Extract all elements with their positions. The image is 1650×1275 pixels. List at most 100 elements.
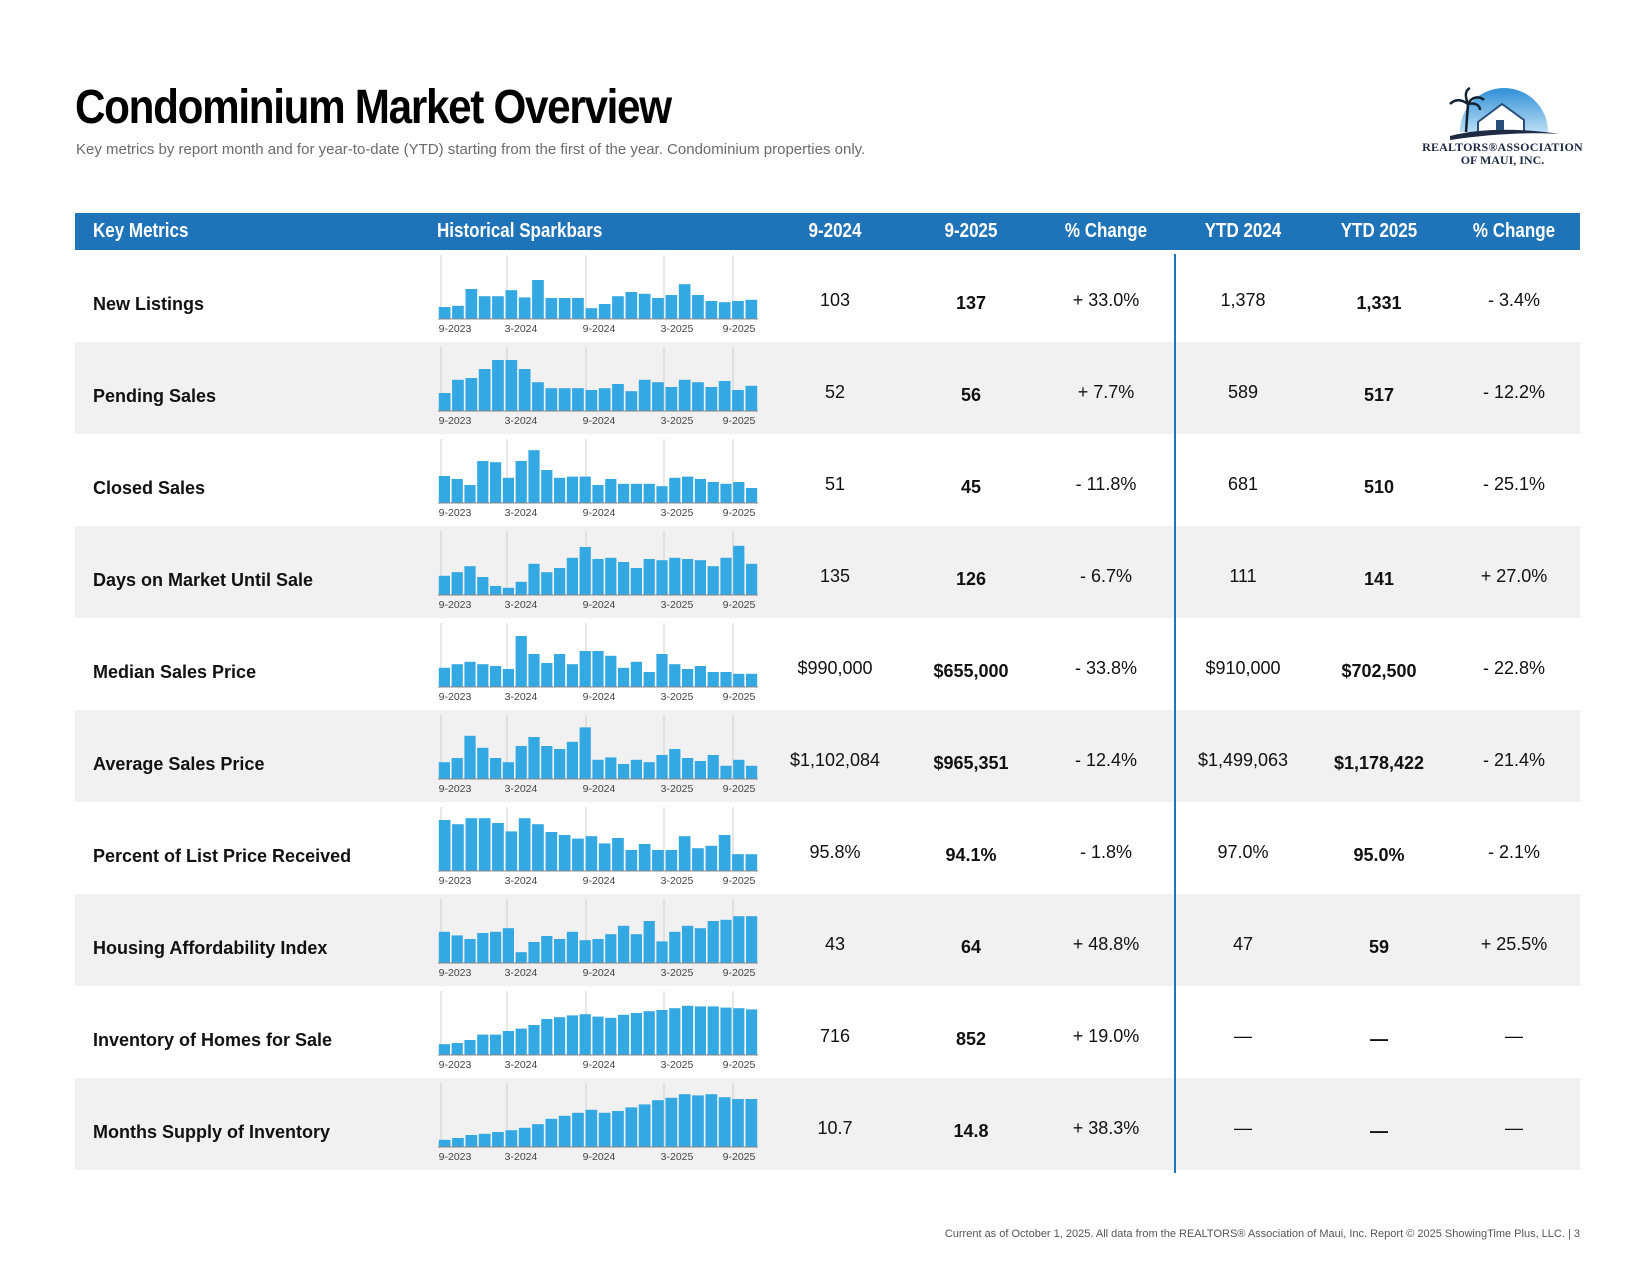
sparkbar (515, 581, 527, 595)
metric-label: Closed Sales (93, 478, 206, 498)
key-metrics-table: Key Metrics Historical Sparkbars 9-2024 … (75, 213, 1580, 1170)
sparkbar (705, 1094, 718, 1147)
sparkbar (554, 654, 566, 687)
sparkbar-svg: 9-2023 3-2024 9-2024 3-2025 9-2025 (438, 347, 758, 427)
value-month-2024: 52 (824, 382, 846, 402)
sparkbar (665, 1097, 678, 1147)
value-ytd-2025: 59 (1368, 937, 1390, 957)
sparkbar (490, 931, 502, 963)
sparkbar (652, 382, 664, 411)
sparkbar (438, 1139, 451, 1147)
sparkbar (694, 560, 706, 595)
sparkbar (566, 476, 578, 503)
table-row: Housing Affordability Index 9-2023 3-2024 9… (75, 894, 1580, 986)
sparkbar (707, 1006, 719, 1055)
page-title: Condominium Market Overview (75, 81, 672, 134)
sparkbar (733, 759, 745, 779)
sparkbar (612, 1111, 624, 1147)
sparkbar (477, 461, 489, 503)
sparkbar (492, 360, 504, 411)
sparkbar-tick-label: 3-2024 (505, 323, 538, 335)
sparkbar (464, 566, 476, 595)
sparkbar (490, 666, 502, 687)
sparkbar (515, 636, 527, 687)
value-month-2025: 852 (955, 1029, 987, 1049)
sparkbar (638, 379, 651, 411)
sparkbar (694, 761, 706, 779)
sparkbar-tick-label: 9-2023 (439, 783, 472, 795)
table-row: Percent of List Price Received 9-2023 3-20… (75, 802, 1580, 894)
sparkbar (528, 942, 540, 963)
sparkbar (477, 1034, 489, 1055)
value-month-2025: 137 (955, 293, 987, 313)
sparkbar (705, 387, 718, 411)
value-month-2024: 51 (824, 474, 846, 494)
sparkbar-tick-label: 3-2025 (661, 507, 694, 519)
sparkbar (720, 557, 732, 595)
value-ytd-2024: 97.0% (1217, 842, 1269, 862)
sparkbar (566, 931, 578, 963)
sparkbar (579, 651, 591, 687)
sparkbar (438, 820, 451, 871)
table-row: Closed Sales 9-2023 3-2024 9-2024 3-2025 9-20… (75, 434, 1580, 526)
sparkbar-chart: 9-2023 3-2024 9-2024 3-2025 9-2025 (435, 531, 765, 621)
sparkbar (707, 921, 719, 963)
value-month-2024: 135 (819, 566, 851, 586)
value-ytd-change: — (1505, 1026, 1523, 1046)
value-month-2024: 103 (819, 290, 851, 310)
sparkbar (718, 302, 731, 319)
sparkbar-tick-label: 9-2023 (439, 415, 472, 427)
sparkbar (465, 1135, 478, 1147)
sparkbar (515, 1028, 527, 1055)
sparkbar (502, 762, 514, 779)
sparkbar (545, 298, 558, 319)
sparkbar (630, 759, 642, 779)
sparkbar (528, 737, 540, 779)
sparkbar (502, 669, 514, 687)
sparkbar-tick-label: 9-2025 (723, 875, 756, 887)
sparkbar (528, 654, 540, 687)
sparkbar-tick-label: 9-2023 (439, 507, 472, 519)
sparkbar-svg: 9-2023 3-2024 9-2024 3-2025 9-2025 (438, 623, 758, 703)
sparkbar-tick-label: 9-2025 (723, 1151, 756, 1163)
sparkbar (490, 758, 502, 779)
value-month-2025: 94.1% (945, 845, 997, 865)
sparkbar (592, 559, 604, 595)
sparkbar (692, 848, 704, 871)
sparkbar (438, 575, 450, 595)
sparkbar (652, 298, 664, 319)
sparkbar (518, 1127, 531, 1147)
table-row: Pending Sales 9-2023 3-2024 9-2024 3-2025 9-2… (75, 342, 1580, 434)
sparkbar (605, 655, 617, 687)
sparkbar (477, 577, 489, 595)
sparkbar (598, 1112, 611, 1147)
sparkbar (733, 545, 745, 595)
sparkbar (746, 563, 758, 595)
sparkbar (592, 485, 604, 503)
sparkbar (579, 727, 591, 779)
sparkbar (630, 568, 642, 595)
value-month-change: - 33.8% (1074, 658, 1138, 678)
sparkbar (707, 755, 719, 779)
sparkbar (451, 758, 463, 779)
value-ytd-change: - 25.1% (1482, 474, 1546, 494)
sparkbar (492, 1132, 504, 1147)
sparkbar (592, 759, 604, 779)
header-ytd-2025: YTD 2025 (1340, 220, 1418, 242)
sparkbar-tick-label: 3-2025 (661, 599, 694, 611)
logo-text-line2: OF MAUI, INC. (1460, 153, 1545, 167)
sparkbar-tick-label: 9-2024 (583, 875, 616, 887)
value-ytd-2024: 589 (1227, 382, 1259, 402)
sparkbar (669, 557, 681, 595)
sparkbar-tick-label: 9-2024 (583, 599, 616, 611)
sparkbar (451, 479, 463, 503)
sparkbar-tick-label: 3-2024 (505, 415, 538, 427)
value-month-2024: 43 (824, 934, 846, 954)
table-row: Days on Market Until Sale 9-2023 3-2024 9-2… (75, 526, 1580, 618)
sparkbar (618, 764, 630, 779)
sparkbar (554, 749, 566, 779)
metric-label: Percent of List Price Received (93, 846, 352, 866)
sparkbar (707, 566, 719, 595)
sparkbar (528, 1025, 540, 1055)
sparkbar (438, 931, 450, 963)
